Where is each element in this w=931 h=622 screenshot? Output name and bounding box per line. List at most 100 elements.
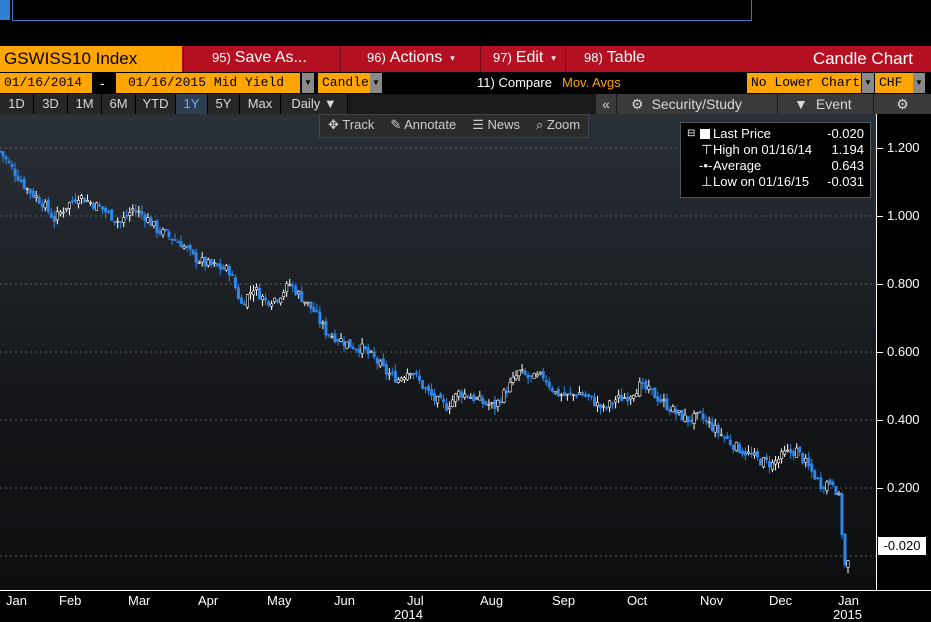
compare-button[interactable]: 11) Compare	[477, 73, 552, 93]
period-1m[interactable]: 1M	[68, 94, 102, 114]
currency-field[interactable]: CHF	[875, 73, 913, 93]
period-5y[interactable]: 5Y	[208, 94, 240, 114]
gear-icon[interactable]: ⚙	[874, 94, 931, 114]
candle	[599, 403, 603, 415]
candle	[128, 207, 132, 222]
candle	[300, 286, 304, 303]
candle	[149, 215, 153, 227]
start-date-field[interactable]: 01/16/2014	[0, 73, 92, 93]
compare-label: Compare	[498, 75, 552, 90]
candle	[134, 204, 138, 216]
news-label: News	[487, 117, 520, 132]
chart-title: Candle Chart	[812, 49, 913, 68]
lower-chart-field[interactable]: No Lower Chart	[747, 73, 861, 93]
x-tick-label: Aug	[480, 593, 504, 608]
candle	[731, 444, 735, 454]
candle	[396, 376, 400, 384]
candle	[312, 302, 316, 313]
candle	[411, 372, 415, 380]
collapse-legend-icon[interactable]: ⊟	[687, 128, 696, 139]
candle	[188, 242, 192, 256]
candle	[641, 377, 645, 389]
candle	[725, 432, 729, 440]
candle	[10, 160, 14, 170]
event-button[interactable]: ▼ Event	[778, 94, 873, 114]
ticker-label[interactable]: GSWISS10 Index	[0, 46, 182, 72]
average-label: Average	[713, 158, 762, 173]
news-tool[interactable]: ☰ News	[464, 115, 528, 137]
candle	[158, 226, 162, 236]
candle	[668, 405, 672, 416]
actions-label: Actions	[389, 49, 443, 67]
mov-avgs-field[interactable]: Mov. Avgs	[562, 73, 642, 93]
window-marker	[0, 0, 10, 20]
candle	[680, 409, 684, 421]
candle	[345, 341, 349, 350]
save-as-button[interactable]: 95) Save As...	[183, 46, 340, 72]
collapse-button[interactable]: «	[596, 94, 616, 114]
legend-box[interactable]: ⊟ Last Price -0.020 ⊤ High on 01/16/14 1…	[680, 122, 871, 198]
candle	[330, 332, 334, 339]
candle	[242, 300, 246, 306]
candle	[463, 388, 467, 400]
annotate-tool[interactable]: ✎ Annotate	[382, 115, 464, 137]
candle	[152, 221, 156, 229]
chevron-down-icon[interactable]: ▼	[913, 73, 925, 93]
zoom-label: Zoom	[546, 117, 581, 132]
actions-button[interactable]: 96) Actions ▾	[340, 46, 480, 72]
candle	[602, 403, 606, 412]
candle	[357, 344, 361, 358]
chevron-down-icon[interactable]: ▼	[370, 73, 382, 93]
candle	[176, 239, 180, 243]
chevron-down-icon[interactable]: ▼	[302, 73, 314, 93]
candle	[846, 560, 850, 574]
last-price-label: Last Price	[713, 126, 771, 141]
command-line[interactable]	[12, 0, 752, 21]
security-study-button[interactable]: ⚙ Security/Study	[617, 94, 777, 114]
candle	[131, 204, 135, 216]
x-tick-label: Mar	[128, 593, 151, 608]
candle	[746, 445, 750, 456]
candle	[351, 342, 355, 350]
candle	[565, 393, 569, 401]
save-as-number: 95)	[212, 50, 231, 65]
end-date-field[interactable]: 01/16/2015 Mid Yield	[116, 73, 300, 93]
period-6m[interactable]: 6M	[102, 94, 136, 114]
period-1d[interactable]: 1D	[0, 94, 34, 114]
frequency-dropdown[interactable]: Daily ▼	[281, 94, 348, 114]
candle	[342, 336, 346, 352]
candle	[95, 201, 99, 211]
candle	[40, 199, 44, 212]
chevron-down-icon[interactable]: ▼	[862, 73, 874, 93]
candle	[553, 391, 557, 395]
candle	[442, 394, 446, 409]
candle	[752, 448, 756, 459]
candle	[813, 468, 817, 481]
period-1y[interactable]: 1Y	[176, 94, 208, 114]
candle	[502, 387, 506, 404]
table-button[interactable]: 98) Table	[565, 46, 665, 72]
edit-button[interactable]: 97) Edit ▾	[480, 46, 565, 72]
period-max[interactable]: Max	[240, 94, 281, 114]
candle	[197, 260, 201, 265]
chart-type-field[interactable]: Candle	[318, 73, 370, 93]
candle	[378, 358, 382, 369]
date-range-dash: -	[100, 75, 105, 91]
magnifier-icon: ⌕	[535, 117, 544, 132]
candle	[460, 389, 464, 404]
candle	[107, 209, 111, 214]
zoom-tool[interactable]: ⌕ Zoom	[528, 115, 588, 137]
period-3d[interactable]: 3D	[34, 94, 68, 114]
candle	[445, 397, 449, 412]
period-ytd[interactable]: YTD	[136, 94, 176, 114]
candle	[203, 256, 207, 271]
candle	[831, 479, 835, 488]
candle	[556, 386, 560, 398]
candle	[487, 399, 491, 411]
candle	[541, 367, 545, 382]
track-tool[interactable]: ✥ Track	[320, 115, 382, 137]
table-number: 98)	[584, 50, 603, 65]
average-value: 0.643	[831, 158, 864, 173]
candle	[333, 329, 337, 344]
candle	[101, 206, 105, 215]
